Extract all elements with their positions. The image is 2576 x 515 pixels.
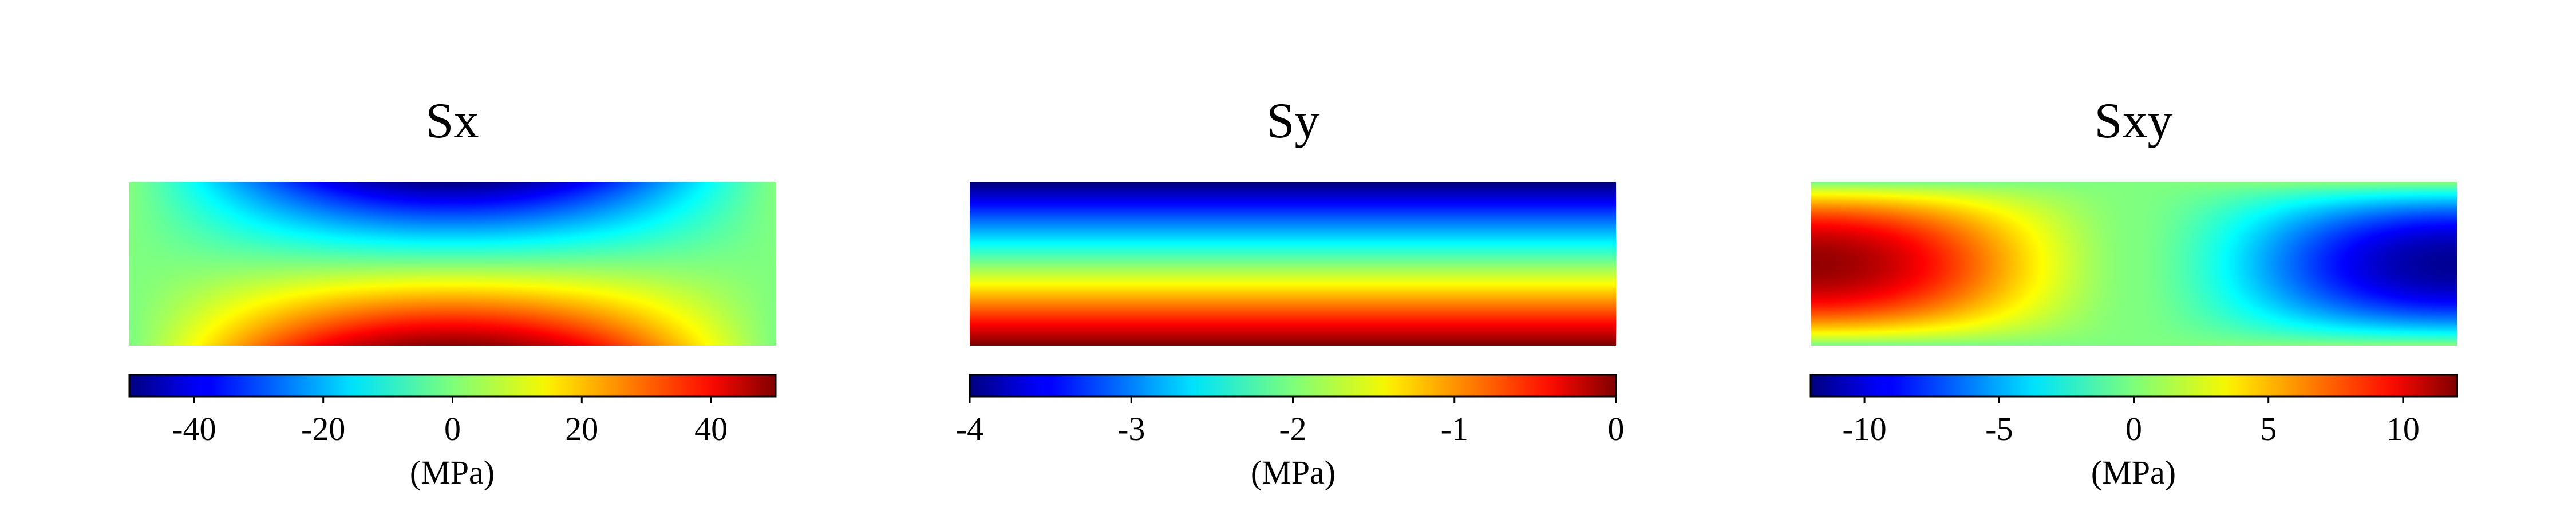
panel-sy: Sy -4 -3 -2 -1 0 (MPa) bbox=[956, 93, 1625, 491]
colorbar-label: (MPa) bbox=[2091, 454, 2176, 491]
colorbar-tick-label: -3 bbox=[1117, 410, 1145, 447]
panel-sx: Sx -40 -20 0 20 40 (MPa) bbox=[128, 93, 777, 491]
panel-title: Sx bbox=[426, 93, 479, 149]
colorbar-tick-label: 10 bbox=[2387, 410, 2420, 447]
colorbar-label: (MPa) bbox=[1251, 454, 1336, 491]
colorbar-tick-label: 0 bbox=[1608, 410, 1625, 447]
colorbar-tick-label: -4 bbox=[956, 410, 983, 447]
colorbar-tick-label: -5 bbox=[1985, 410, 2013, 447]
colorbar-tick-label: 0 bbox=[444, 410, 461, 447]
colorbar-tick-label: 0 bbox=[2125, 410, 2142, 447]
colorbar-ticks: -10 -5 0 5 10 bbox=[1842, 397, 2420, 447]
colorbar bbox=[1809, 374, 2458, 398]
colorbar-tick-label: -40 bbox=[172, 410, 216, 447]
stress-field-map bbox=[1811, 182, 2457, 346]
colorbar-tick-label: 40 bbox=[694, 410, 728, 447]
panel-title: Sxy bbox=[2095, 93, 2173, 149]
colorbar-tick-label: -10 bbox=[1842, 410, 1886, 447]
colorbar-tick-label: 5 bbox=[2260, 410, 2277, 447]
colorbar-tick-label: -2 bbox=[1279, 410, 1306, 447]
colorbar bbox=[128, 374, 777, 398]
colorbar-tick-label: -20 bbox=[301, 410, 345, 447]
panel-sxy: Sxy -10 -5 0 5 10 (MPa) bbox=[1809, 93, 2458, 491]
colorbar-tick-label: -1 bbox=[1441, 410, 1468, 447]
colorbar bbox=[969, 374, 1617, 398]
stress-field-map bbox=[970, 182, 1616, 346]
colorbar-ticks: -4 -3 -2 -1 0 bbox=[956, 397, 1625, 447]
colorbar-label: (MPa) bbox=[410, 454, 495, 491]
panel-title: Sy bbox=[1267, 93, 1320, 149]
stress-field-map bbox=[129, 182, 776, 346]
colorbar-ticks: -40 -20 0 20 40 bbox=[172, 397, 728, 447]
colorbar-tick-label: 20 bbox=[565, 410, 598, 447]
